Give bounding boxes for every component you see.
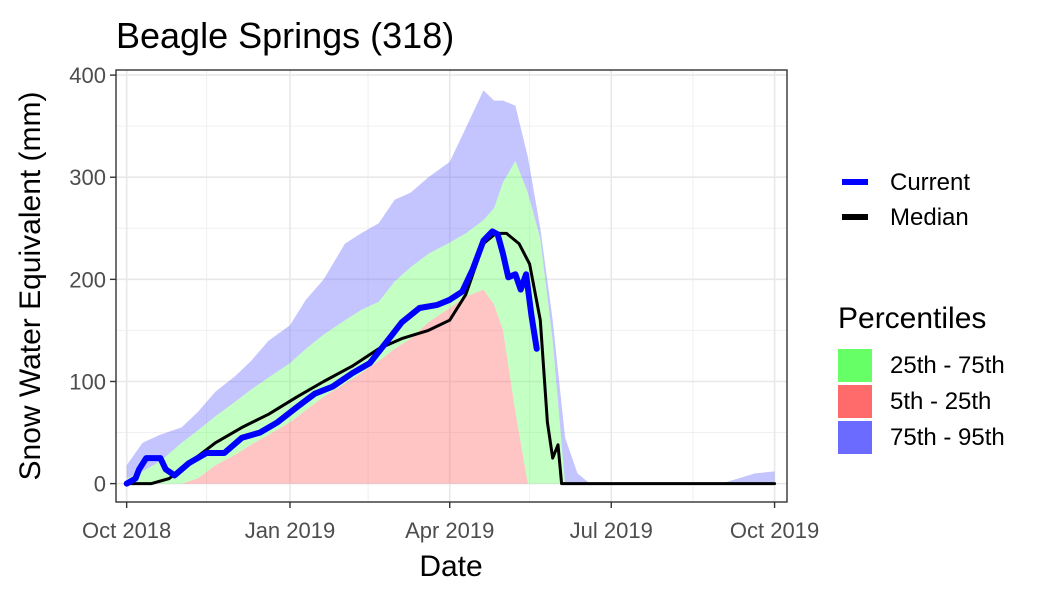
x-axis: Oct 2018 Jan 2019 Apr 2019 Jul 2019 Oct 2019 — [82, 502, 819, 543]
y-axis-title: Snow Water Equivalent (mm) — [14, 91, 47, 480]
legend-bands: 25th - 75th 5th - 25th 75th - 95th — [838, 349, 1005, 454]
legend-label-median: Median — [890, 204, 969, 231]
band-75th-95th — [126, 90, 775, 484]
y-tick-label: 0 — [94, 472, 106, 497]
y-tick-label: 200 — [69, 267, 106, 292]
legend-swatch — [838, 349, 872, 382]
band-5th-25th — [126, 289, 775, 484]
legend-swatch — [838, 385, 872, 418]
panel-background — [116, 70, 787, 502]
series-line-median — [125, 231, 777, 486]
x-tick-label: Jul 2019 — [570, 518, 653, 543]
legend-label-current: Current — [890, 169, 970, 196]
panel-border — [115, 69, 788, 503]
legend-band-label: 75th - 95th — [890, 424, 1005, 451]
x-tick-label: Oct 2018 — [82, 518, 171, 543]
legend-band-label: 25th - 75th — [890, 352, 1005, 379]
y-tick-label: 400 — [69, 63, 106, 88]
legend-swatch — [838, 421, 872, 454]
y-axis: 0 100 200 300 400 — [69, 63, 116, 497]
minor-gridlines — [116, 70, 787, 502]
x-axis-title: Date — [419, 550, 482, 583]
legend-lines: Current Median — [842, 169, 970, 231]
x-tick-label: Oct 2019 — [730, 518, 819, 543]
legend-bands-title: Percentiles — [838, 302, 986, 335]
y-tick-label: 100 — [69, 369, 106, 394]
legend-band-label: 5th - 25th — [890, 388, 991, 415]
major-gridlines — [116, 70, 787, 502]
x-tick-label: Jan 2019 — [245, 518, 336, 543]
y-tick-label: 300 — [69, 165, 106, 190]
chart-title: Beagle Springs (318) — [116, 15, 454, 56]
legend: Current Median Percentiles 25th - 75th 5th… — [838, 169, 1005, 454]
series-line-current — [123, 228, 540, 487]
plot-panel — [115, 69, 788, 503]
x-tick-label: Apr 2019 — [405, 518, 494, 543]
series-lines — [123, 228, 777, 487]
